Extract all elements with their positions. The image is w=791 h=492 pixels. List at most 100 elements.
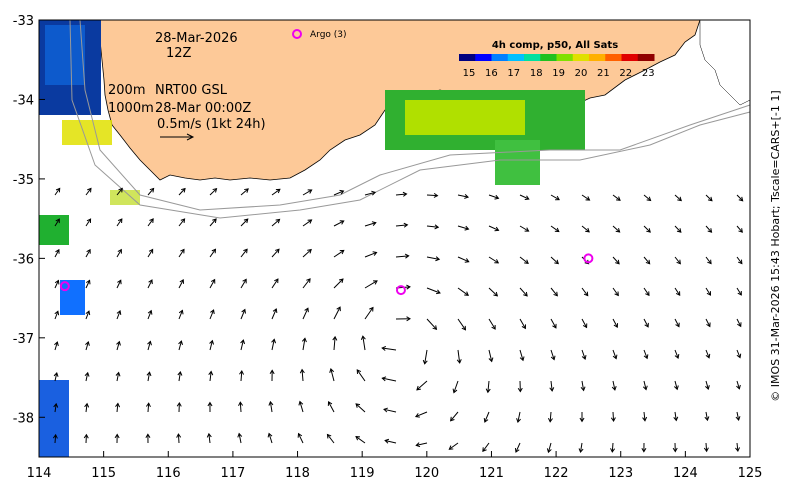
sst-patch-bight3 <box>495 140 540 185</box>
current-vector <box>267 432 273 444</box>
current-vector <box>457 318 467 331</box>
current-vector <box>580 380 586 392</box>
current-vector <box>176 401 182 413</box>
current-vector <box>736 318 742 328</box>
current-vector <box>674 194 682 202</box>
current-vector <box>299 368 305 382</box>
current-vector <box>116 279 122 289</box>
current-vector <box>240 339 246 351</box>
current-vector <box>147 187 155 196</box>
current-vector <box>549 380 555 392</box>
current-vector <box>610 411 616 423</box>
current-vector <box>268 400 274 413</box>
current-vector <box>240 248 248 258</box>
colorbar-segment <box>605 54 622 61</box>
current-vector <box>457 194 470 199</box>
current-vector <box>209 309 215 320</box>
current-vector <box>147 279 153 289</box>
current-vector <box>482 442 490 453</box>
current-vector <box>147 309 153 320</box>
current-vector <box>674 256 681 265</box>
current-vectors <box>52 187 744 454</box>
colorbar-tick-label: 23 <box>642 68 655 79</box>
current-vector <box>364 251 378 258</box>
current-vector <box>642 411 648 422</box>
current-vector <box>297 432 304 444</box>
current-vector <box>269 369 275 382</box>
current-vector <box>207 401 213 413</box>
current-vector <box>271 278 279 289</box>
current-vector <box>177 370 183 382</box>
current-vector <box>612 256 620 265</box>
current-vector <box>209 339 215 351</box>
hour-label: 12Z <box>166 46 192 61</box>
current-vector <box>54 218 60 227</box>
current-vector <box>83 433 89 444</box>
current-vector <box>422 349 428 365</box>
current-vector <box>302 248 312 258</box>
current-vector <box>178 309 184 320</box>
current-vector <box>381 376 397 382</box>
sst-patch-bight2 <box>405 100 525 135</box>
current-vector <box>271 338 277 351</box>
y-tick-label: -38 <box>13 411 34 426</box>
y-tick-label: -35 <box>13 173 34 188</box>
current-vector <box>550 287 558 297</box>
current-vector <box>581 318 588 329</box>
current-vector <box>457 225 470 231</box>
y-tick-label: -34 <box>13 93 34 108</box>
current-vector <box>550 194 560 201</box>
current-vector <box>735 411 741 421</box>
current-vector <box>54 310 60 320</box>
current-vector <box>85 248 91 258</box>
date-label: 28-Mar-2026 <box>155 31 238 46</box>
current-vector <box>298 400 304 413</box>
colorbar-ticks: 15 16 17 18 19 20 21 22 23 <box>463 68 655 79</box>
current-vector <box>488 256 500 264</box>
sst-patches <box>39 20 585 457</box>
current-vector <box>452 380 459 394</box>
current-vector <box>705 194 713 202</box>
argo-float-marker[interactable] <box>395 285 406 296</box>
current-vector <box>488 318 496 330</box>
current-vector <box>483 411 490 423</box>
current-vector <box>302 189 313 196</box>
current-vector <box>456 349 462 364</box>
current-vector <box>705 380 710 390</box>
current-vector <box>550 349 556 361</box>
current-vector <box>517 380 523 393</box>
credit-text: © IMOS 31-Mar-2026 15:43 Hobart; Tscale=… <box>769 90 782 402</box>
x-tick-label: 117 <box>220 466 245 481</box>
current-vector <box>488 194 500 200</box>
current-vector <box>612 194 621 201</box>
current-vector <box>239 370 245 382</box>
current-vector <box>53 372 59 382</box>
current-vector <box>643 256 651 265</box>
current-vector <box>384 438 397 444</box>
current-vector <box>736 256 743 265</box>
current-vector <box>581 194 591 201</box>
current-vector <box>457 287 470 296</box>
current-vector <box>643 225 651 233</box>
colorbar-tick-label: 21 <box>597 68 610 79</box>
sst-patch-west-2 <box>45 25 85 85</box>
current-vector <box>178 218 186 227</box>
current-vector <box>206 432 212 444</box>
colorbar-segment <box>621 54 639 61</box>
argo-legend-label: Argo (3) <box>310 30 347 40</box>
current-vector <box>581 349 587 360</box>
current-vector <box>147 218 154 227</box>
current-vector <box>116 340 121 351</box>
x-tick-label: 115 <box>91 466 116 481</box>
colorbar-tick-label: 17 <box>507 68 520 79</box>
x-tick-label: 114 <box>27 466 52 481</box>
current-vector <box>643 194 652 202</box>
current-vector <box>54 187 61 196</box>
argo-float-marker[interactable] <box>583 253 594 264</box>
current-vector <box>85 279 91 289</box>
current-vector <box>448 442 459 450</box>
current-vector <box>355 403 366 413</box>
argo-float-marker[interactable] <box>59 281 70 292</box>
current-vector <box>332 335 338 351</box>
current-vector <box>705 256 712 265</box>
